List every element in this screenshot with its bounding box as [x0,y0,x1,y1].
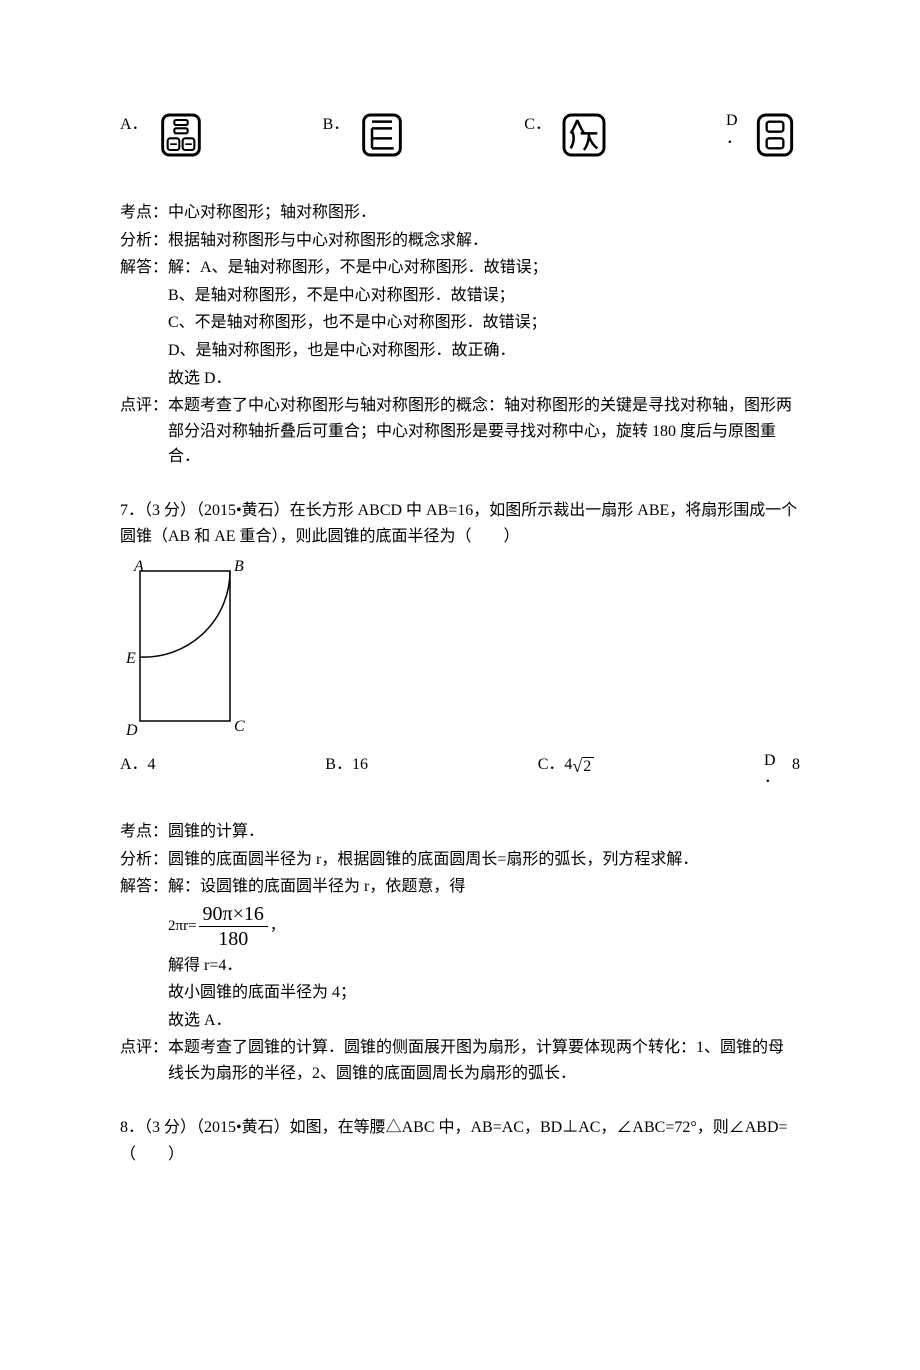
q6-jieda-l1: 解答：解：A、是轴对称图形，不是中心对称图形．故错误； [120,255,800,281]
q7-label-d: D [125,722,138,739]
q7-dianping-label: 点评： [120,1039,168,1056]
q6-options-row: A． B． C． [120,110,800,160]
q7-label-b: B [234,559,244,575]
q7-jieda-label: 解答： [120,878,168,895]
sqrt-inner: 2 [582,757,594,776]
q6-option-c-label: C． [524,110,551,138]
q6-option-d-label: D ． [726,110,742,147]
fraction-num: 90π×16 [199,902,268,927]
q7-option-b: B．16 [325,752,368,787]
q6-option-d: D ． [726,110,800,160]
q6-jieda-t1: 解：A、是轴对称图形，不是中心对称图形．故错误； [168,259,548,276]
q7-options-row: A．4 B．16 C．4 √ 2 D ． 8 [120,752,800,787]
q7-jieda-l3: 解得 r=4． [120,953,800,979]
q6-fenxi-text: 根据轴对称图形与中心对称图形的概念求解． [168,232,488,249]
q7-option-a: A．4 [120,752,156,787]
q6-option-c: C． [524,110,609,160]
q7-kaodian: 考点：圆锥的计算． [120,819,800,845]
q6-option-d-top: D [726,112,742,130]
sqrt-expr: √ 2 [572,752,594,781]
q6-jieda-label: 解答： [120,259,168,276]
q7-jieda-l5: 故选 A． [120,1008,800,1034]
q7-option-d-label: D ． [764,752,780,787]
q8-stem-l1: 8．（3 分）（2015•黄石）如图，在等腰△ABC 中，AB=AC，BD⊥AC… [120,1115,800,1141]
q6-kaodian-text: 中心对称图形；轴对称图形． [168,204,376,221]
q8-stem-l2: （ ） [120,1142,800,1168]
q6-char-c [559,110,609,160]
fraction-den: 180 [214,927,252,951]
q6-jieda-l4: D、是轴对称图形，也是中心对称图形．故正确． [120,338,800,364]
q6-option-a-label: A． [120,110,148,138]
q7-label-a: A [133,559,144,575]
q6-kaodian: 考点：中心对称图形；轴对称图形． [120,200,800,226]
q7-label-e: E [125,650,136,667]
q6-option-d-bot: ． [726,130,742,148]
q7-kaodian-text: 圆锥的计算． [168,823,264,840]
q7-option-d-val: 8 [792,752,800,778]
q7-option-c-prefix: C．4 [538,752,573,778]
q7-option-c: C．4 √ 2 [538,752,595,787]
q6-kaodian-label: 考点： [120,204,168,221]
q6-char-d [750,110,800,160]
q7-dianping: 点评：本题考查了圆锥的计算．圆锥的侧面展开图为扇形，计算要体现两个转化：1、圆锥… [120,1035,800,1086]
q7-stem: 7．（3 分）（2015•黄石）在长方形 ABCD 中 AB=16，如图所示裁出… [120,498,800,549]
q6-option-b: B． [323,110,408,160]
q6-jieda-l5: 故选 D． [120,366,800,392]
q6-fenxi-label: 分析： [120,232,168,249]
q7-jieda-l1: 解答：解：设圆锥的底面圆半径为 r，依题意，得 [120,874,800,900]
q6-dianping-text: 本题考查了中心对称图形与轴对称图形的概念：轴对称图形的关键是寻找对称轴，图形两部… [168,397,792,465]
q7-option-d-top: D [764,752,780,770]
q7-diagram: A B C D E [120,559,260,739]
q7-kaodian-label: 考点： [120,823,168,840]
q6-char-a [156,110,206,160]
q6-jieda-l2: B、是轴对称图形，不是中心对称图形．故错误； [120,283,800,309]
q7-label-c: C [234,718,245,735]
fraction: 90π×16 180 [199,902,268,951]
q7-option-d: D ． 8 [764,752,800,787]
q7-option-d-bot: ． [764,769,780,787]
q7-fenxi-text: 圆锥的底面圆半径为 r，根据圆锥的底面圆周长=扇形的弧长，列方程求解． [168,851,698,868]
q7-jieda-t1: 解：设圆锥的底面圆半径为 r，依题意，得 [168,878,465,895]
q6-dianping-label: 点评： [120,397,168,414]
q7-frac-prefix: 2πr= [168,914,197,938]
q6-dianping: 点评：本题考查了中心对称图形与轴对称图形的概念：轴对称图形的关键是寻找对称轴，图… [120,393,800,470]
q7-fenxi-label: 分析： [120,851,168,868]
q6-option-a: A． [120,110,206,160]
q6-fenxi: 分析：根据轴对称图形与中心对称图形的概念求解． [120,228,800,254]
q6-char-b [357,110,407,160]
q7-jieda-l4: 故小圆锥的底面半径为 4； [120,980,800,1006]
q7-frac-suffix: ， [270,914,285,938]
q7-jieda-frac: 2πr= 90π×16 180 ， [120,902,800,951]
q7-dianping-text: 本题考查了圆锥的计算．圆锥的侧面展开图为扇形，计算要体现两个转化：1、圆锥的母线… [168,1039,784,1082]
q7-fenxi: 分析：圆锥的底面圆半径为 r，根据圆锥的底面圆周长=扇形的弧长，列方程求解． [120,847,800,873]
q6-jieda-l3: C、不是轴对称图形，也不是中心对称图形．故错误； [120,310,800,336]
sqrt-symbol: √ [572,752,582,781]
q6-option-b-label: B． [323,110,350,138]
